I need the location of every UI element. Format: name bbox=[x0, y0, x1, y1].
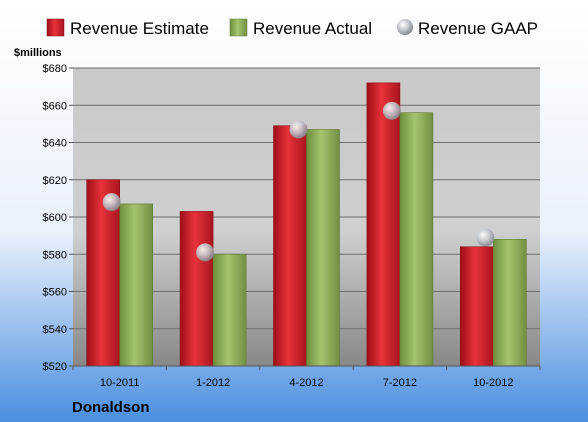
y-tick-label: $520 bbox=[43, 361, 67, 373]
y-tick-label: $620 bbox=[43, 175, 67, 187]
x-axis-ticks: 10-2011 1-2012 4-2012 7-2012 10-2012 bbox=[72, 366, 541, 389]
y-axis-ticks: $520 $540 $560 $580 $600 $620 $640 $660 $680 bbox=[43, 63, 73, 373]
x-tick-label: 4-2012 bbox=[289, 377, 323, 389]
y-tick-label: $560 bbox=[43, 287, 67, 299]
bar-revenue-estimate bbox=[459, 246, 494, 367]
x-tick-label: 7-2012 bbox=[383, 377, 417, 389]
y-tick-label: $540 bbox=[43, 324, 67, 336]
legend-label-actual: Revenue Actual bbox=[253, 19, 372, 38]
y-tick-label: $580 bbox=[43, 249, 67, 261]
company-name: Donaldson bbox=[72, 399, 150, 416]
unit-label: $millions bbox=[14, 47, 62, 59]
bar-revenue-actual bbox=[399, 112, 434, 367]
legend: Revenue Estimate Revenue Actual Revenue … bbox=[46, 18, 538, 38]
bar-revenue-actual bbox=[119, 203, 153, 367]
legend-label-gaap: Revenue GAAP bbox=[418, 19, 538, 38]
x-tick-label: 10-2012 bbox=[473, 377, 513, 389]
bar-revenue-estimate bbox=[86, 179, 120, 367]
legend-swatch-actual bbox=[229, 18, 248, 37]
bars bbox=[86, 82, 527, 367]
bar-revenue-estimate bbox=[366, 82, 401, 367]
bar-revenue-actual bbox=[306, 129, 340, 367]
x-tick-label: 10-2011 bbox=[100, 377, 140, 389]
y-tick-label: $680 bbox=[43, 63, 67, 75]
legend-label-estimate: Revenue Estimate bbox=[70, 19, 209, 38]
y-tick-label: $600 bbox=[43, 212, 67, 224]
bar-revenue-estimate bbox=[273, 125, 307, 367]
legend-swatch-gaap bbox=[397, 19, 413, 35]
bar-revenue-estimate bbox=[179, 211, 214, 367]
point-revenue-gaap bbox=[476, 228, 495, 247]
y-tick-label: $640 bbox=[43, 138, 67, 150]
point-revenue-gaap bbox=[382, 101, 401, 120]
y-tick-label: $660 bbox=[43, 100, 67, 112]
legend-swatch-estimate bbox=[46, 18, 65, 37]
gaap-points bbox=[102, 101, 495, 262]
point-revenue-gaap bbox=[196, 243, 215, 262]
bar-revenue-actual bbox=[492, 239, 527, 367]
point-revenue-gaap bbox=[289, 120, 308, 139]
x-tick-label: 1-2012 bbox=[196, 377, 230, 389]
point-revenue-gaap bbox=[102, 193, 121, 212]
bar-revenue-actual bbox=[212, 253, 247, 367]
